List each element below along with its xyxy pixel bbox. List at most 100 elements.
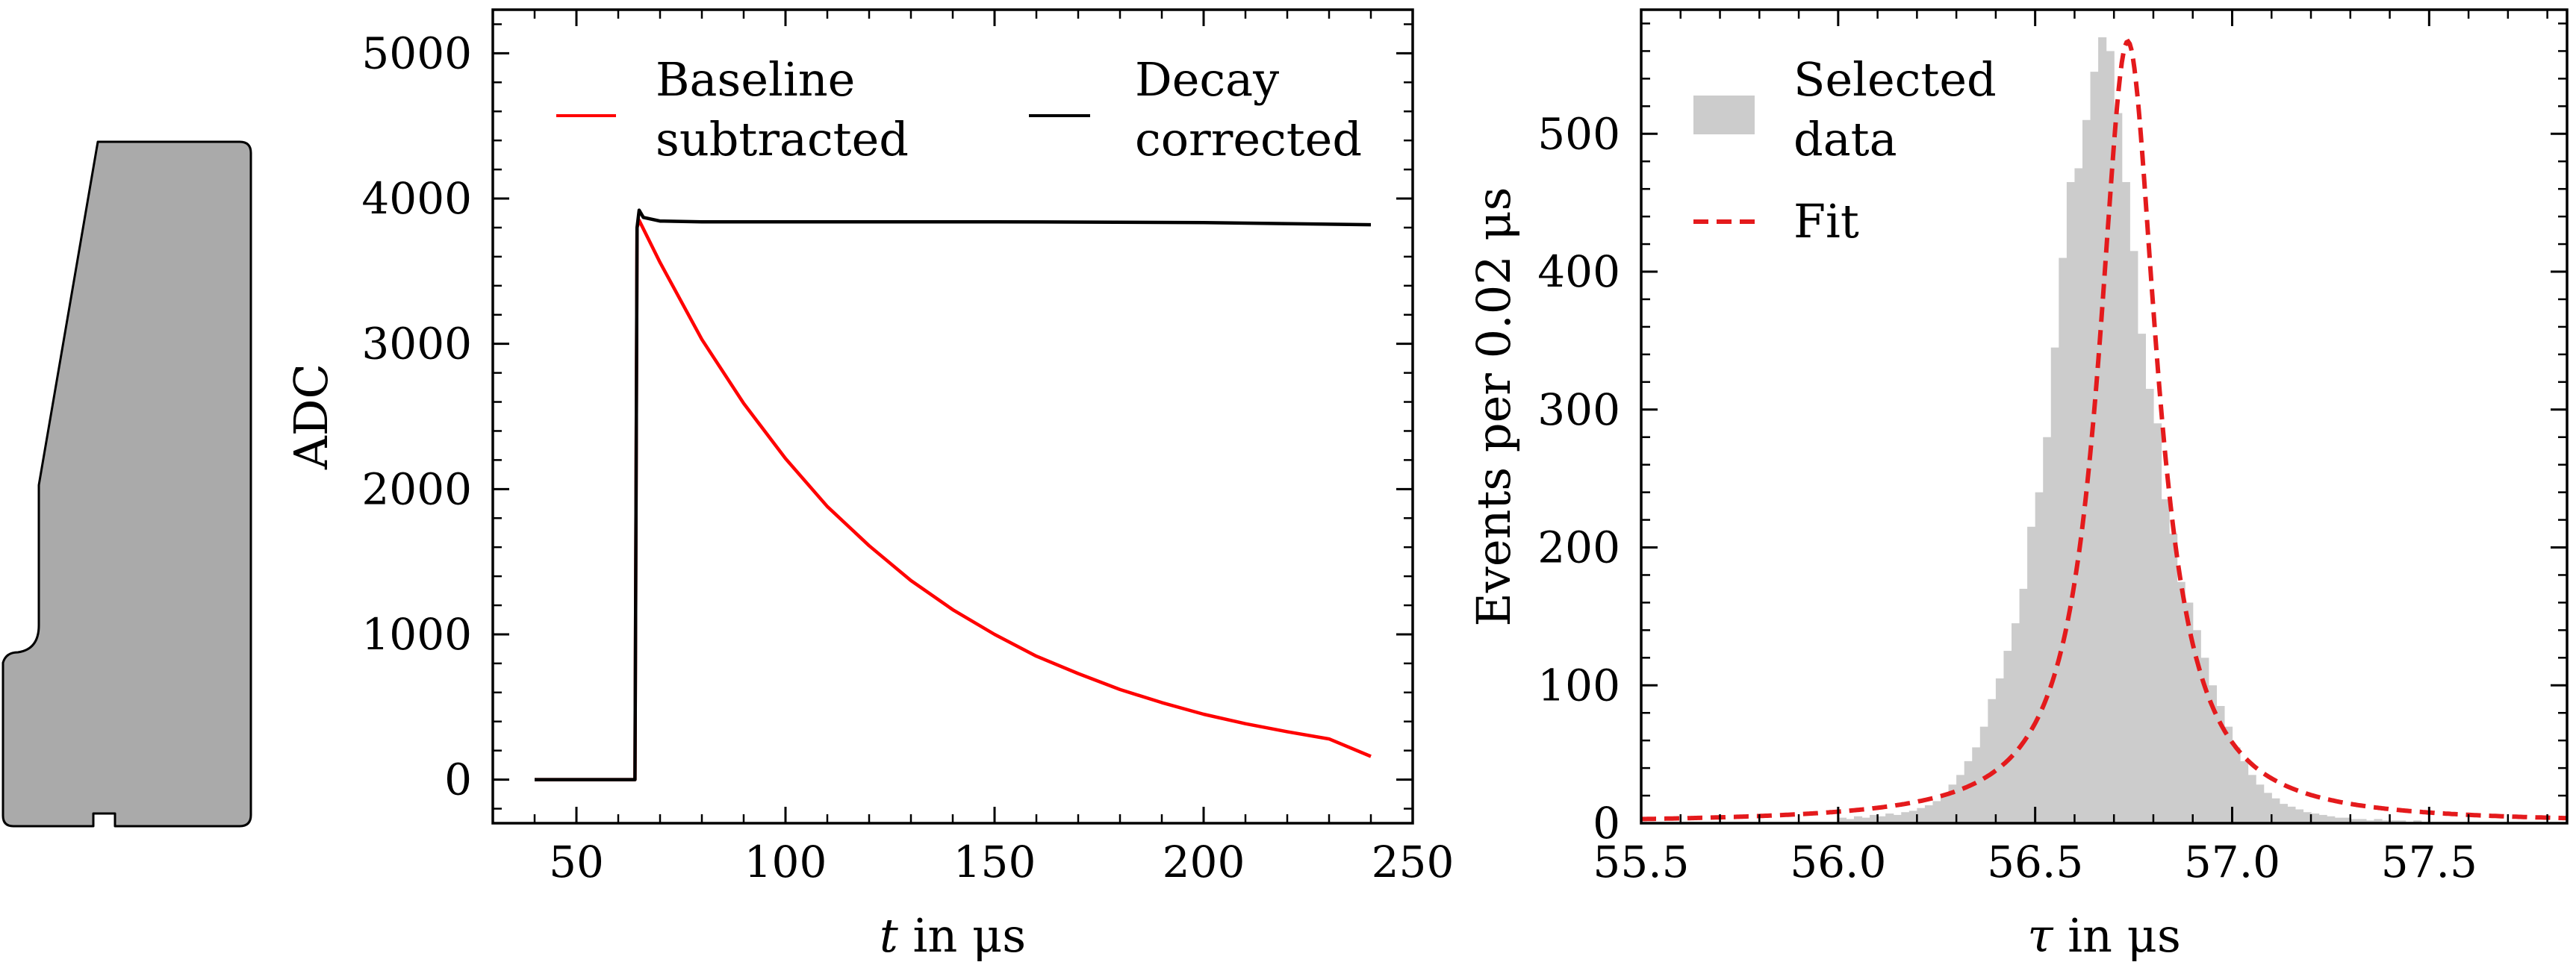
- pulse-trace-ticks: 50 100 150 200 250 0 1000 2000 3000 4000 5000: [361, 10, 1454, 887]
- histogram-bar: [2413, 820, 2422, 823]
- series-line-decay-corrected: [535, 208, 1372, 781]
- histogram-bar: [1861, 817, 1870, 823]
- histogram-bar: [2334, 817, 2343, 823]
- histogram-bar: [2177, 581, 2185, 823]
- tau-histogram-bars: [1838, 37, 2430, 823]
- pulse-trace-y-tick-label: 4000: [361, 173, 472, 224]
- histogram-bar: [2287, 806, 2296, 823]
- histogram-bar: [2358, 819, 2367, 823]
- legend-label-selected-line2: data: [1793, 112, 1897, 166]
- histogram-bar: [2279, 804, 2288, 823]
- histogram-bar: [2295, 809, 2304, 823]
- tau-histogram-legend: Selected data Fit: [1693, 52, 1997, 249]
- tau-histogram-xlabel: τ in μs: [2027, 908, 2181, 963]
- pulse-trace-x-tick-label: 150: [953, 837, 1036, 887]
- histogram-bar: [2240, 761, 2249, 823]
- histogram-bar: [2350, 819, 2359, 823]
- tau-histogram-y-tick-label: 400: [1537, 246, 1620, 297]
- histogram-bar: [2035, 492, 2044, 823]
- histogram-bar: [2256, 784, 2265, 823]
- histogram-bar: [2012, 623, 2020, 823]
- histogram-bar: [2098, 37, 2107, 823]
- histogram-bar: [2153, 423, 2162, 823]
- histogram-bar: [2114, 113, 2123, 823]
- histogram-bar: [1893, 814, 1902, 823]
- histogram-bar: [1853, 816, 1863, 823]
- legend-label-selected-line1: Selected: [1793, 52, 1997, 107]
- histogram-bar: [2303, 812, 2312, 823]
- histogram-bar: [1948, 784, 1957, 823]
- histogram-bar: [2129, 251, 2138, 823]
- histogram-bar: [2318, 814, 2327, 823]
- histogram-bar: [2327, 816, 2336, 823]
- histogram-bar: [2398, 820, 2407, 823]
- legend-label-decay-line2: corrected: [1135, 112, 1362, 166]
- histogram-bar: [2263, 793, 2272, 823]
- histogram-bar: [1932, 801, 1941, 823]
- histogram-bar: [2161, 499, 2170, 823]
- histogram-bar: [1877, 816, 1886, 823]
- detector-shape: [1, 140, 252, 828]
- histogram-bar: [1838, 817, 1847, 823]
- histogram-bar: [2232, 747, 2241, 823]
- histogram-bar: [2342, 817, 2351, 823]
- legend-label-baseline-line1: Baseline: [656, 52, 855, 107]
- tau-histogram-frame: [1640, 8, 2569, 825]
- legend-label-baseline-line2: subtracted: [656, 112, 909, 166]
- pulse-trace-xlabel: t in μs: [880, 908, 1026, 963]
- histogram-bar: [2106, 51, 2115, 823]
- histogram-bar: [2365, 820, 2375, 823]
- tau-histogram-y-tick-label: 0: [1593, 798, 1620, 849]
- pulse-trace-x-tick-label: 50: [549, 837, 604, 887]
- histogram-bar: [2247, 775, 2256, 823]
- tau-histogram-x-tick-label: 56.0: [1790, 837, 1886, 887]
- tau-histogram-ylabel: Events per 0.02 μs: [1466, 187, 1521, 627]
- pulse-trace-x-tick-label: 100: [744, 837, 827, 887]
- tau-histogram-y-tick-label: 300: [1537, 384, 1620, 435]
- pulse-trace-ylabel: ADC: [284, 363, 338, 470]
- tau-histogram-panel: 55.5 56.0 56.5 57.0 57.5 0 100 200 300 400 500 τ i…: [1466, 8, 2569, 963]
- histogram-bar: [2090, 72, 2099, 823]
- pulse-trace-y-tick-label: 2000: [361, 463, 472, 514]
- pulse-trace-y-tick-label: 1000: [361, 609, 472, 660]
- tau-histogram-x-tick-label: 57.5: [2381, 837, 2477, 887]
- histogram-bar: [2074, 168, 2083, 823]
- histogram-bar: [1988, 699, 1997, 823]
- legend-label-decay-line1: Decay: [1135, 52, 1279, 107]
- histogram-bar: [2224, 726, 2233, 823]
- histogram-bar: [2050, 347, 2059, 823]
- legend-swatch-selected-data: [1693, 96, 1755, 134]
- histogram-bar: [1908, 811, 1917, 823]
- histogram-bar: [1972, 747, 1981, 823]
- tau-histogram-x-tick-label: 56.5: [1987, 837, 2083, 887]
- histogram-bar: [1885, 813, 1894, 823]
- histogram-bar: [1964, 761, 1973, 823]
- pulse-trace-x-tick-label: 250: [1372, 837, 1455, 887]
- tau-histogram-fit: [1641, 38, 2567, 822]
- histogram-bar: [2003, 651, 2012, 823]
- histogram-bar: [2208, 685, 2217, 823]
- histogram-bar: [2216, 705, 2225, 823]
- histogram-bar: [2185, 602, 2194, 823]
- histogram-bar: [2374, 819, 2383, 823]
- histogram-bar: [1870, 814, 1879, 823]
- series-line-baseline-subtracted: [535, 218, 1372, 781]
- histogram-bar: [1956, 775, 1965, 823]
- legend-label-fit: Fit: [1793, 194, 1859, 249]
- detector-sketch: [1, 140, 252, 828]
- histogram-bar: [2311, 813, 2320, 823]
- tau-histogram-x-tick-label: 57.0: [2184, 837, 2280, 887]
- fit-curve: [1641, 38, 2567, 822]
- histogram-bar: [1917, 808, 1926, 823]
- pulse-trace-y-tick-label: 5000: [361, 28, 472, 78]
- pulse-trace-legend: Baseline subtracted Decay corrected: [556, 52, 1362, 166]
- histogram-bar: [2043, 437, 2052, 823]
- histogram-bar: [1979, 726, 1988, 823]
- histogram-bar: [2192, 630, 2201, 823]
- histogram-bar: [2271, 798, 2280, 823]
- pulse-trace-y-tick-label: 3000: [361, 319, 472, 369]
- pulse-trace-series: [535, 208, 1372, 781]
- histogram-bar: [2066, 181, 2076, 823]
- histogram-bar: [1901, 812, 1910, 823]
